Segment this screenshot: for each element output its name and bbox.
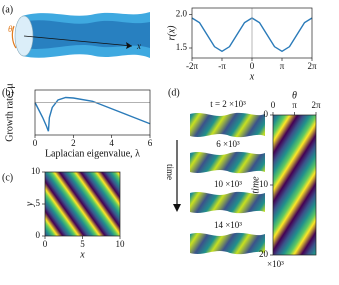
y-tick-label: 0 — [264, 109, 269, 119]
x-label: x — [136, 41, 141, 51]
x-tick-label: 4 — [109, 138, 114, 148]
x-tick-label: -π — [218, 61, 226, 71]
curve — [34, 96, 151, 132]
x-tick-label: 0 — [43, 239, 48, 249]
axes-frame — [34, 89, 151, 136]
snapshot-label: 6 ×10³ — [216, 139, 240, 149]
x-tick-label: -2π — [186, 61, 198, 71]
panel-label: (b) — [2, 87, 14, 98]
y-multiplier: ×10³ — [267, 259, 284, 269]
y-tick-label: 1.5 — [176, 42, 188, 52]
x-axis-label: Laplacian eigenvalue, λ — [45, 148, 140, 159]
panel-label: (d) — [168, 87, 180, 98]
y-axis-label: y — [24, 201, 35, 207]
x-tick-label: 0 — [33, 138, 38, 148]
x-axis-label: θ — [292, 90, 297, 101]
panel-label: (c) — [2, 172, 13, 183]
panel-label: (a) — [2, 4, 13, 15]
x-axis-label: x — [79, 249, 85, 260]
snapshot-label: 10 ×10³ — [214, 179, 242, 189]
y-tick-label: 0 — [36, 230, 41, 240]
snapshot-label: 14 ×10³ — [214, 220, 242, 230]
y-tick-label: 5 — [36, 198, 41, 208]
y-axis-label: time — [250, 176, 261, 194]
x-tick-label: π — [292, 100, 297, 110]
x-tick-label: 0 — [271, 100, 276, 110]
y-tick-label: 10 — [259, 179, 269, 189]
heatmap — [45, 172, 120, 236]
x-tick-label: π — [280, 61, 285, 71]
x-tick-label: 10 — [116, 239, 126, 249]
y-tick-label: 20 — [259, 249, 269, 259]
y-tick-label: 2.0 — [176, 9, 188, 19]
tube-snapshots: time t = 2 ×10³ 6 ×10³ 10 ×10³ 14 ×10³ — [165, 99, 265, 255]
y-axis-label: Growth rate, μ — [4, 83, 15, 141]
snapshot-label: t = 2 ×10³ — [210, 99, 246, 109]
theta-label: θ — [8, 24, 13, 34]
x-tick-label: 5 — [80, 239, 85, 249]
heatmap — [273, 115, 316, 255]
x-axis-label: x — [249, 71, 255, 82]
x-tick-label: 2π — [307, 61, 317, 71]
y-axis-label: r(x) — [166, 25, 177, 41]
x-tick-label: 2π — [311, 100, 321, 110]
x-tick-label: 6 — [148, 138, 153, 148]
x-tick-label: 2 — [71, 138, 76, 148]
time-label: time — [165, 164, 175, 180]
tube-illustration: θ x — [8, 12, 150, 58]
y-tick-label: 10 — [31, 166, 41, 176]
x-tick-label: 0 — [250, 61, 255, 71]
